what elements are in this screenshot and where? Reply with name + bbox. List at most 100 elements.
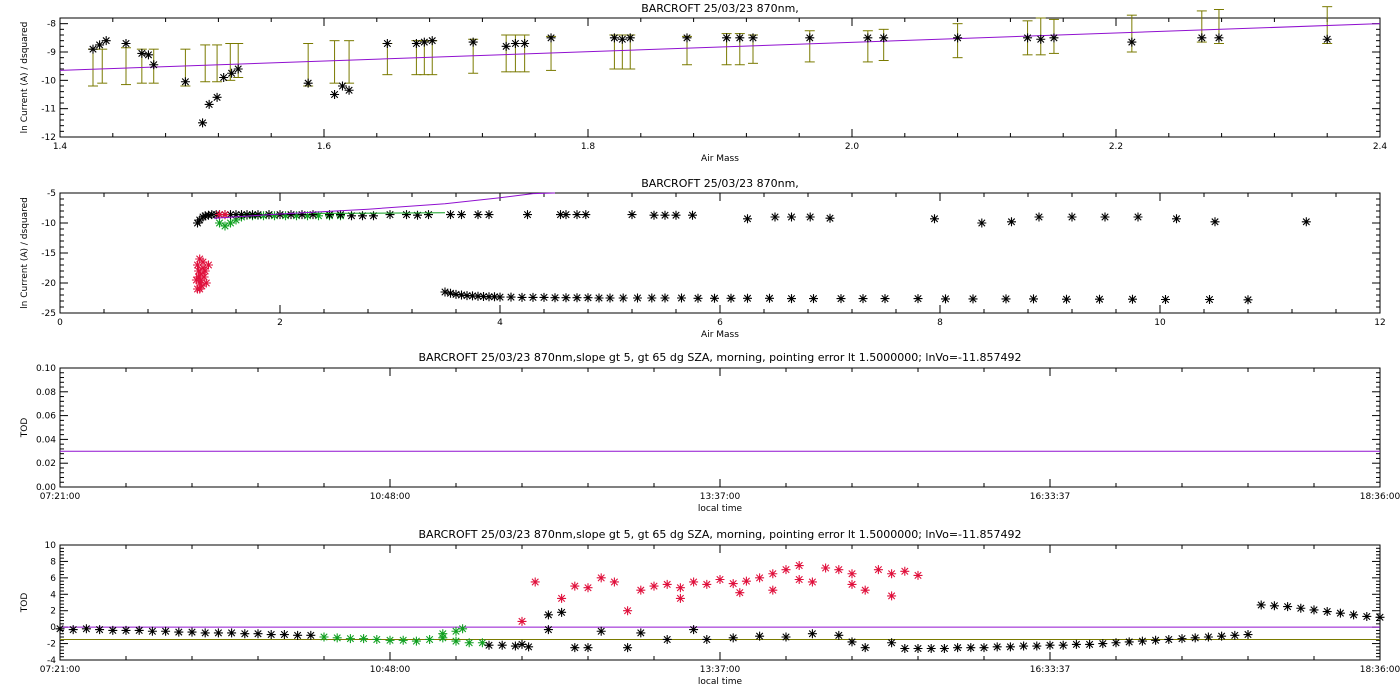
data-point-red	[557, 593, 567, 603]
data-point-upper	[237, 210, 246, 220]
data-point	[1203, 632, 1213, 642]
data-point-upper	[649, 210, 659, 220]
data-point-green	[281, 211, 290, 221]
data-point	[570, 643, 580, 653]
y-tick-label: 0.10	[36, 364, 56, 374]
data-point-upper	[581, 210, 591, 220]
x-axis-label: Air Mass	[701, 330, 739, 340]
data-point-upper	[1100, 212, 1110, 222]
panel-tod-all: BARCROFT 25/03/23 870nm,slope gt 5, gt 6…	[20, 528, 1400, 687]
data-point-upper	[308, 210, 318, 220]
data-point	[344, 85, 354, 95]
data-point-upper	[248, 210, 257, 220]
x-tick-label: 10:48:00	[370, 492, 411, 502]
data-point-upper	[825, 213, 835, 223]
x-tick-label: 8	[937, 318, 943, 328]
data-point	[748, 33, 758, 43]
data-point	[953, 33, 963, 43]
data-point-lower	[858, 294, 868, 304]
data-point-red	[215, 210, 224, 220]
data-point-red	[623, 606, 633, 616]
data-point	[887, 638, 897, 648]
x-tick-label: 2.0	[845, 142, 860, 152]
data-point	[625, 33, 635, 43]
data-point-red	[198, 263, 208, 273]
data-point-upper	[446, 210, 455, 220]
data-point-red	[201, 278, 211, 288]
data-point-red	[768, 569, 778, 579]
data-point	[1058, 640, 1068, 650]
data-point-lower	[693, 293, 703, 303]
data-point-lower	[440, 287, 450, 297]
data-point	[468, 37, 478, 47]
panel-airmass-zoom: BARCROFT 25/03/23 870nm, 1.4 1.6 1.8 2.0 2.2 2…	[20, 2, 1387, 164]
plot-frame	[59, 367, 1381, 488]
x-tick-label: 10	[1154, 318, 1166, 328]
chart-title: BARCROFT 25/03/23 870nm,	[641, 177, 799, 190]
data-point-lower	[490, 292, 499, 302]
data-point	[219, 73, 229, 82]
data-point-upper	[336, 210, 345, 220]
data-point-green	[451, 636, 461, 646]
data-point-green	[438, 633, 448, 643]
data-point-red	[768, 585, 778, 595]
data-point-lower	[726, 293, 736, 303]
data-point	[979, 643, 989, 653]
data-point-red	[191, 275, 201, 285]
data-point	[204, 99, 214, 109]
x-tick-label: 1.8	[581, 142, 596, 152]
data-point	[1322, 34, 1332, 44]
data-point	[200, 628, 210, 638]
data-point	[253, 629, 263, 639]
data-point-lower	[941, 294, 950, 304]
data-point	[1071, 639, 1081, 649]
data-point	[1322, 607, 1332, 617]
data-point	[689, 625, 699, 635]
data-point	[137, 48, 147, 58]
data-point	[992, 642, 1002, 652]
data-point-green	[385, 635, 395, 645]
data-point-red	[197, 281, 207, 291]
data-point-upper	[385, 210, 395, 220]
data-point-red	[194, 272, 204, 282]
data-point-upper	[556, 210, 565, 220]
data-point-upper	[743, 214, 752, 224]
y-tick-label: 2	[50, 607, 56, 617]
chart-title: BARCROFT 25/03/23 870nm,slope gt 5, gt 6…	[419, 351, 1022, 364]
data-point-lower	[968, 294, 978, 304]
data-point	[198, 118, 208, 128]
data-point	[411, 39, 421, 48]
data-point	[662, 634, 672, 644]
data-point-red	[900, 566, 910, 576]
data-point	[501, 41, 511, 51]
data-point-red	[887, 569, 897, 579]
data-point-red	[662, 579, 672, 589]
data-point	[623, 643, 633, 653]
data-point	[180, 77, 190, 87]
data-point-upper	[424, 210, 433, 220]
data-point-red	[834, 565, 844, 575]
data-point	[1023, 33, 1033, 43]
data-point-red	[199, 272, 209, 282]
data-point-lower	[836, 294, 846, 304]
data-point	[1111, 638, 1121, 648]
data-point-red	[675, 593, 685, 603]
data-point	[1019, 641, 1029, 651]
y-tick-label: -15	[41, 249, 56, 259]
y-tick-label: 8	[50, 557, 56, 567]
data-point	[101, 36, 111, 46]
data-point-lower	[880, 294, 890, 304]
data-point-red	[794, 575, 804, 584]
data-point-red	[204, 260, 213, 270]
data-point	[161, 626, 171, 636]
data-point-green	[303, 211, 312, 221]
data-point	[596, 626, 606, 636]
data-point-lower	[1029, 294, 1038, 304]
data-point	[1137, 636, 1147, 646]
data-point	[1127, 37, 1137, 47]
data-point	[1177, 634, 1187, 644]
x-tick-label: 13:37:00	[700, 665, 741, 675]
data-point-red	[596, 573, 606, 583]
data-point-red	[570, 581, 580, 591]
data-point-lower	[633, 293, 642, 303]
